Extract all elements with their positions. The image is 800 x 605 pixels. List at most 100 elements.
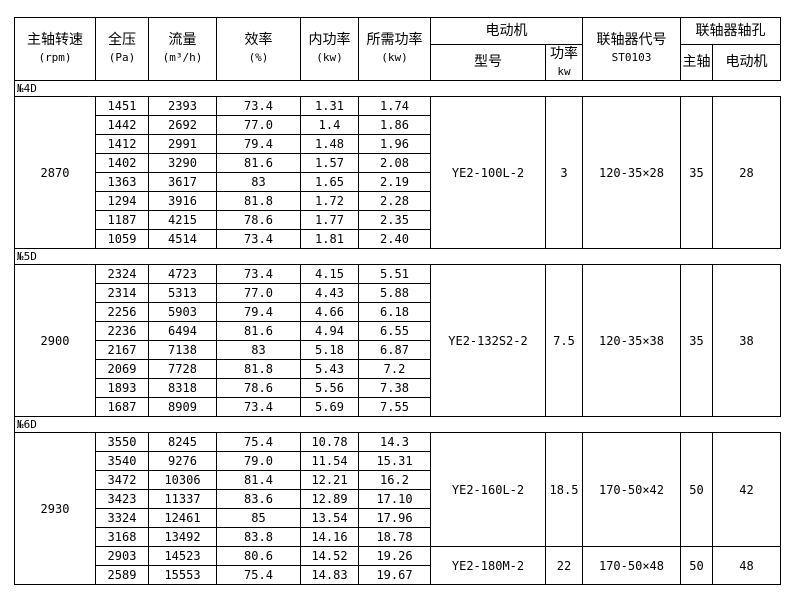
required-power-cell: 5.51 <box>358 264 431 284</box>
inner-power-cell: 11.54 <box>300 451 359 471</box>
motor-power-cell: 18.5 <box>545 432 583 547</box>
required-power-cell: 2.19 <box>358 172 431 192</box>
motor-main-cell: 35 <box>680 264 713 417</box>
speed-cell: 2930 <box>14 432 96 585</box>
flow-cell: 9276 <box>148 451 217 471</box>
pressure-cell: 1402 <box>95 153 149 173</box>
pressure-cell: 2589 <box>95 565 149 585</box>
header-pressure: 全压 (Pa) <box>95 17 149 81</box>
efficiency-cell: 81.8 <box>216 359 301 379</box>
speed-cell: 2870 <box>14 96 96 249</box>
efficiency-cell: 79.4 <box>216 134 301 154</box>
required-power-cell: 16.2 <box>358 470 431 490</box>
flow-cell: 2692 <box>148 115 217 135</box>
table-row: 2900 2324 4723 73.4 4.15 5.51 YE2-132S2-2 7.5 12… <box>14 264 781 417</box>
pressure-cell: 2069 <box>95 359 149 379</box>
flow-cell: 2991 <box>148 134 217 154</box>
efficiency-cell: 81.4 <box>216 470 301 490</box>
inner-power-cell: 1.57 <box>300 153 359 173</box>
table-row: 2167 7138 83 5.18 6.87 <box>15 340 781 360</box>
required-power-cell: 19.67 <box>358 565 431 585</box>
group-row: №6D <box>14 416 781 433</box>
inner-power-cell: 4.15 <box>300 264 359 284</box>
inner-power-cell: 5.43 <box>300 359 359 379</box>
header-required-power: 所需功率 (kw) <box>358 17 431 81</box>
motor-power-cell: 3 <box>545 96 583 249</box>
header-coupling: 联轴器代号 ST0103 <box>582 17 681 81</box>
inner-power-cell: 5.18 <box>300 340 359 360</box>
flow-cell: 8318 <box>148 378 217 398</box>
table-row: 2589 15553 75.4 14.83 19.67 <box>15 565 781 585</box>
header-bore-motor: 电动机 <box>712 44 781 81</box>
inner-power-cell: 1.48 <box>300 134 359 154</box>
pressure-cell: 2324 <box>95 264 149 284</box>
efficiency-cell: 81.8 <box>216 191 301 211</box>
pressure-cell: 1412 <box>95 134 149 154</box>
efficiency-cell: 81.6 <box>216 153 301 173</box>
required-power-cell: 1.74 <box>358 96 431 116</box>
efficiency-cell: 81.6 <box>216 321 301 341</box>
pressure-cell: 3168 <box>95 527 149 547</box>
inner-power-cell: 13.54 <box>300 508 359 528</box>
flow-cell: 15553 <box>148 565 217 585</box>
efficiency-cell: 78.6 <box>216 210 301 230</box>
motor-model-cell: YE2-160L-2 <box>430 432 546 547</box>
motor-motor-cell: 28 <box>712 96 781 249</box>
pressure-cell: 1363 <box>95 172 149 192</box>
required-power-cell: 2.28 <box>358 191 431 211</box>
header-motor: 电动机 <box>430 17 583 45</box>
inner-power-cell: 5.69 <box>300 397 359 417</box>
header-speed: 主轴转速 (rpm) <box>14 17 96 81</box>
efficiency-cell: 75.4 <box>216 565 301 585</box>
efficiency-cell: 85 <box>216 508 301 528</box>
efficiency-cell: 79.4 <box>216 302 301 322</box>
inner-power-cell: 12.21 <box>300 470 359 490</box>
fan-performance-table: 主轴转速 (rpm) 全压 (Pa) 流量 (m³/h) 效率 (%) 内功率 (kw) … <box>14 17 781 585</box>
pressure-cell: 3550 <box>95 432 149 452</box>
efficiency-cell: 75.4 <box>216 432 301 452</box>
motor-main-cell: 35 <box>680 96 713 249</box>
motor-coupling-cell: 170-50×42 <box>582 432 681 547</box>
required-power-cell: 15.31 <box>358 451 431 471</box>
table-row: 2069 7728 81.8 5.43 7.2 <box>15 359 781 379</box>
table-row: 2236 6494 81.6 4.94 6.55 <box>15 321 781 341</box>
table-row: 3324 12461 85 13.54 17.96 <box>15 508 781 528</box>
required-power-cell: 6.18 <box>358 302 431 322</box>
table-row: 1402 3290 81.6 1.57 2.08 <box>15 153 781 173</box>
required-power-cell: 18.78 <box>358 527 431 547</box>
inner-power-cell: 4.43 <box>300 283 359 303</box>
pressure-cell: 2236 <box>95 321 149 341</box>
flow-cell: 8909 <box>148 397 217 417</box>
required-power-cell: 6.87 <box>358 340 431 360</box>
efficiency-cell: 83.8 <box>216 527 301 547</box>
inner-power-cell: 1.31 <box>300 96 359 116</box>
table-row: 1294 3916 81.8 1.72 2.28 <box>15 191 781 211</box>
flow-cell: 11337 <box>148 489 217 509</box>
header-inner-power: 内功率 (kw) <box>300 17 359 81</box>
motor-main-cell: 50 <box>680 432 713 547</box>
motor-power-cell: 22 <box>545 546 583 585</box>
inner-power-cell: 4.66 <box>300 302 359 322</box>
required-power-cell: 5.88 <box>358 283 431 303</box>
pressure-cell: 1451 <box>95 96 149 116</box>
flow-cell: 2393 <box>148 96 217 116</box>
efficiency-cell: 73.4 <box>216 229 301 249</box>
efficiency-cell: 73.4 <box>216 397 301 417</box>
efficiency-cell: 73.4 <box>216 96 301 116</box>
header-motor-model: 型号 <box>430 44 546 81</box>
efficiency-cell: 77.0 <box>216 283 301 303</box>
flow-cell: 12461 <box>148 508 217 528</box>
flow-cell: 3290 <box>148 153 217 173</box>
inner-power-cell: 1.4 <box>300 115 359 135</box>
pressure-cell: 1059 <box>95 229 149 249</box>
flow-cell: 4215 <box>148 210 217 230</box>
pressure-cell: 1687 <box>95 397 149 417</box>
flow-cell: 13492 <box>148 527 217 547</box>
required-power-cell: 17.96 <box>358 508 431 528</box>
flow-cell: 8245 <box>148 432 217 452</box>
pressure-cell: 1442 <box>95 115 149 135</box>
table-row: 1363 3617 83 1.65 2.19 <box>15 172 781 192</box>
flow-cell: 7728 <box>148 359 217 379</box>
inner-power-cell: 1.77 <box>300 210 359 230</box>
motor-model-cell: YE2-180M-2 <box>430 546 546 585</box>
